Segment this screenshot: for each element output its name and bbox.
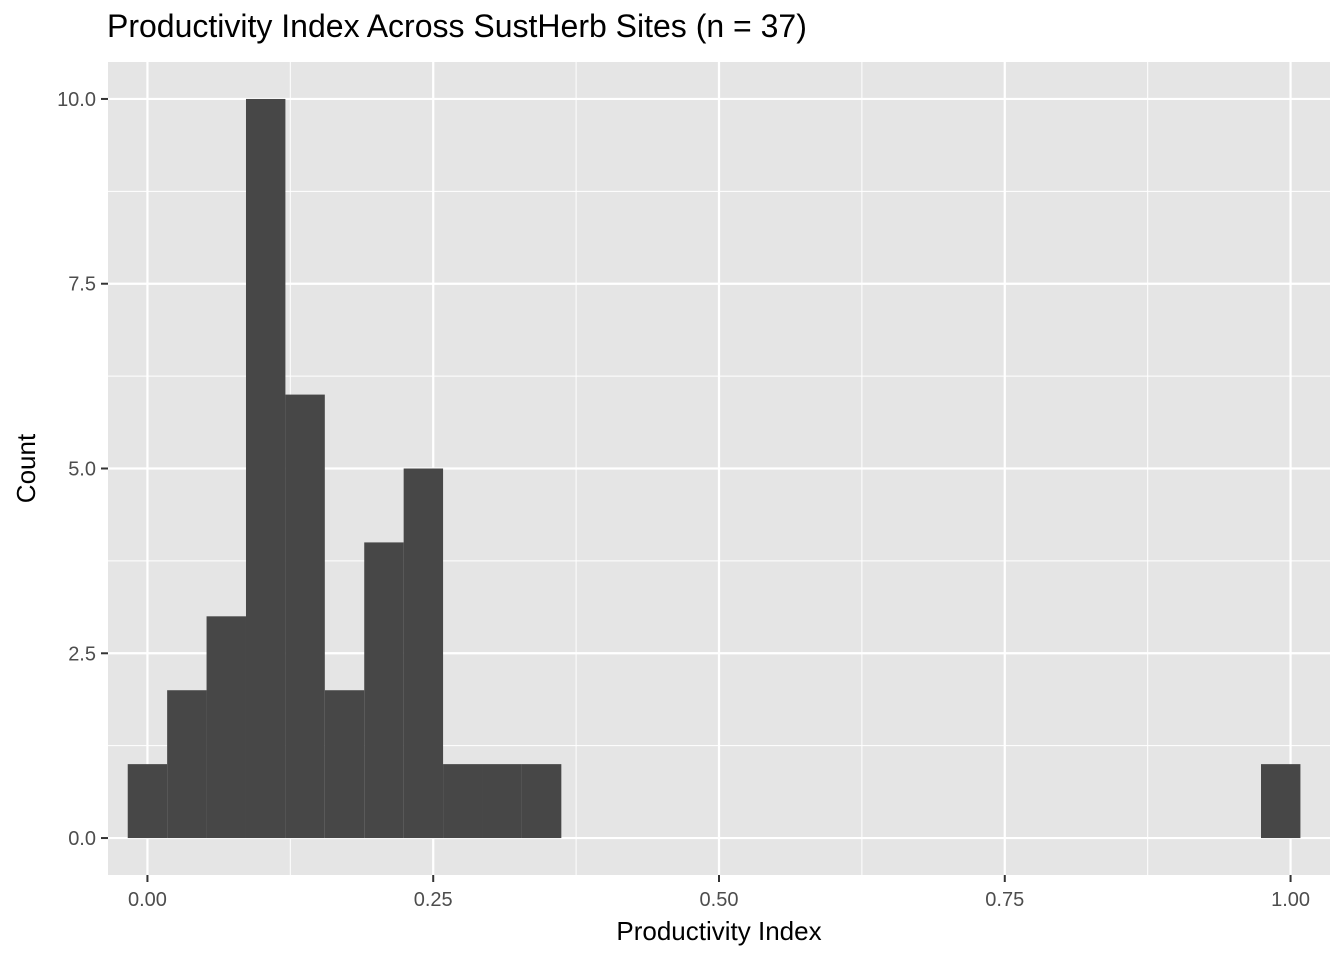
x-axis-title: Productivity Index: [616, 916, 821, 946]
histogram-bar: [324, 690, 365, 839]
x-tick-label: 0.50: [700, 889, 739, 911]
histogram-bar: [127, 764, 168, 839]
x-tick-label: 0.75: [985, 889, 1024, 911]
y-tick-label: 10.0: [57, 89, 96, 111]
histogram-bar: [482, 764, 522, 839]
histogram-bar: [403, 468, 444, 839]
y-axis: 0.0 2.5 5.0 7.5 10.0: [57, 89, 108, 850]
y-tick-label: 2.5: [68, 643, 96, 665]
chart-title: Productivity Index Across SustHerb Sites…: [107, 8, 807, 44]
histogram-bar: [167, 690, 207, 839]
y-axis-title: Count: [11, 433, 41, 503]
histogram-bars: [127, 98, 1301, 839]
histogram-bar: [364, 542, 404, 839]
histogram-bar: [1261, 764, 1301, 839]
histogram-bar: [521, 764, 562, 839]
y-tick-label: 7.5: [68, 274, 96, 296]
histogram-bar: [206, 616, 246, 839]
x-tick-label: 1.00: [1271, 889, 1310, 911]
y-tick-label: 0.0: [68, 828, 96, 850]
histogram-bar: [443, 764, 483, 839]
y-tick-label: 5.0: [68, 459, 96, 481]
x-tick-label: 0.25: [414, 889, 453, 911]
histogram-bar: [285, 394, 325, 839]
histogram-bar: [245, 98, 286, 839]
x-axis: 0.00 0.25 0.50 0.75 1.00: [128, 875, 1310, 911]
x-tick-label: 0.00: [128, 889, 167, 911]
